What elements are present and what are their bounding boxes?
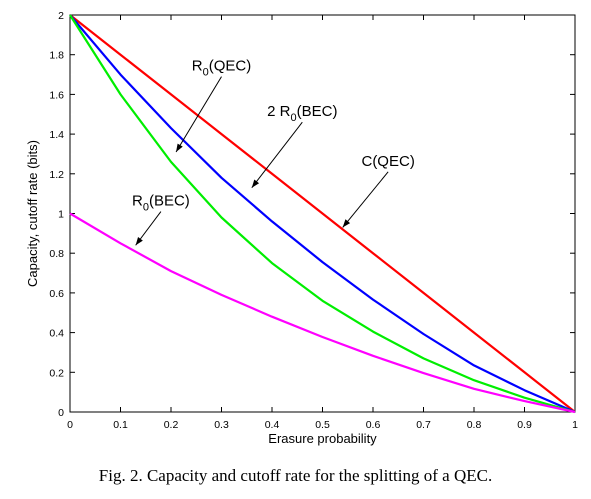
annotation-arrowhead — [176, 143, 183, 152]
annotation-label: R0(BEC) — [132, 193, 190, 214]
y-tick-label: 1.8 — [49, 50, 64, 62]
annotation-arrow — [175, 76, 222, 153]
y-tick-label: 2 — [58, 10, 64, 22]
annotation-label-base: R — [192, 58, 203, 75]
annotation-label-subscript: 0 — [203, 67, 209, 79]
x-tick-label: 0.6 — [366, 419, 381, 431]
series-lines — [69, 14, 576, 414]
y-tick-label: 1 — [58, 209, 64, 221]
annotation-label-rest: (BEC) — [297, 103, 338, 120]
annotation-arrow — [251, 121, 303, 189]
x-tick-label: 0.5 — [315, 419, 330, 431]
y-tick-label: 1.2 — [49, 169, 64, 181]
series-line-3 — [69, 212, 576, 414]
y-tick-label: 0.6 — [49, 288, 64, 300]
annotation-arrow — [342, 171, 389, 228]
annotation-label-subscript: 0 — [143, 202, 149, 214]
y-tick-label: 0.2 — [49, 367, 64, 379]
annotation-label-rest: (QEC) — [209, 58, 252, 75]
annotation-arrowhead — [251, 179, 260, 188]
x-tick-label: 0.4 — [265, 419, 280, 431]
annotation-label-subscript: 0 — [290, 112, 296, 124]
annotation-label-rest: (BEC) — [149, 193, 190, 210]
series-line-0 — [69, 14, 576, 413]
y-tick-label: 1.4 — [49, 129, 64, 141]
annotation-label: C(QEC) — [361, 153, 414, 170]
series-line-1 — [69, 14, 576, 414]
chart: 0 0.1 0.2 0.3 0.4 0.5 0.6 0.7 0.8 0.9 1 0 0.2 0.4 0.6 0… — [25, 10, 578, 446]
x-tick-label: 0.9 — [517, 419, 532, 431]
annotation-label: R0(QEC) — [192, 58, 251, 79]
axis-ticks: 0 0.1 0.2 0.3 0.4 0.5 0.6 0.7 0.8 0.9 1 0 0.2 0.4 0.6 0… — [49, 10, 578, 431]
annotation-arrowhead — [135, 237, 143, 246]
y-tick-label: 1.6 — [49, 89, 64, 101]
annotation-label: 2 R0(BEC) — [267, 103, 337, 124]
y-tick-label: 0 — [58, 407, 64, 419]
x-tick-label: 0 — [67, 419, 73, 431]
figure-caption: Fig. 2. Capacity and cutoff rate for the… — [98, 466, 493, 485]
x-tick-label: 0.8 — [467, 419, 482, 431]
series-line-2 — [69, 14, 576, 414]
x-tick-label: 1 — [572, 419, 578, 431]
annotation-label-base: C(QEC) — [361, 153, 414, 170]
annotation-label-base: R — [132, 193, 143, 210]
x-axis-label: Erasure probability — [268, 431, 377, 446]
y-tick-label: 0.8 — [49, 248, 64, 260]
y-axis-label: Capacity, cutoff rate (bits) — [25, 140, 40, 287]
x-tick-label: 0.1 — [113, 419, 128, 431]
x-tick-label: 0.3 — [214, 419, 229, 431]
x-tick-label: 0.7 — [416, 419, 431, 431]
y-tick-label: 0.4 — [49, 328, 64, 340]
annotation-label-base: 2 R — [267, 103, 291, 120]
x-tick-label: 0.2 — [164, 419, 179, 431]
annotation-arrowhead — [342, 219, 351, 228]
annotations: R0(QEC)2 R0(BEC)C(QEC)R0(BEC) — [132, 58, 415, 246]
